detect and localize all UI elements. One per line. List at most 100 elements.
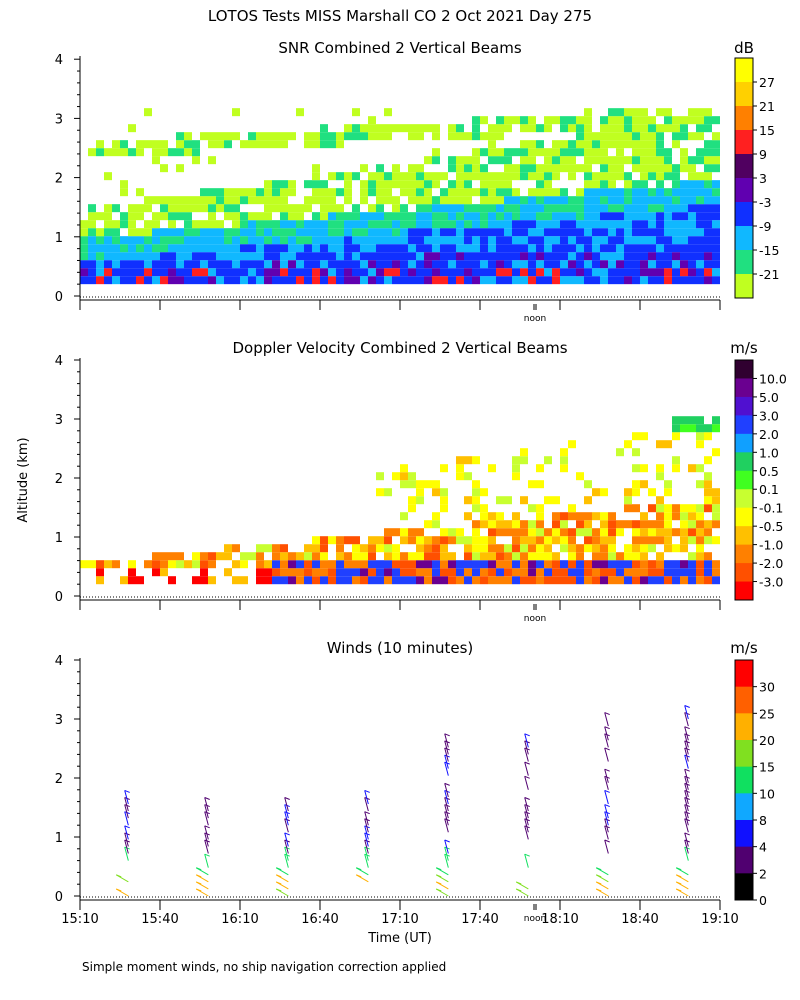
snr-cell [584,220,592,229]
snr-cell [648,140,656,149]
snr-cell [288,244,296,253]
wind-barb-flag [444,782,450,786]
snr-cell [208,188,216,197]
doppler-cell [688,520,696,529]
snr-cell [392,204,400,213]
snr-cell [472,204,480,213]
snr-cell [200,204,208,213]
snr-cell [608,156,616,165]
doppler-cell [520,560,528,569]
snr-cell [160,164,168,173]
wind-barb [204,797,209,812]
doppler-cell [312,576,320,585]
doppler-cell [576,552,584,561]
snr-cell [568,164,576,173]
wind-barb [124,832,129,847]
doppler-cell [488,528,496,537]
snr-cell [320,180,328,189]
doppler-cell [512,568,520,577]
snr-cell [696,220,704,229]
snr-cell [584,148,592,157]
wind-barb [284,811,289,826]
doppler-cell [656,496,664,505]
snr-cell [160,140,168,149]
snr-cell [264,140,272,149]
snr-cell [656,132,664,141]
snr-cell [632,188,640,197]
doppler-cell [704,496,712,505]
wind-barb [444,839,449,854]
doppler-cell [688,512,696,521]
doppler-cell [544,560,552,569]
snr-cell [512,276,520,285]
snr-cell [608,252,616,261]
snr-cell [304,204,312,213]
x-tick-label: 16:40 [301,912,338,927]
snr-cell [632,196,640,205]
snr-cell [320,124,328,133]
snr-cell [272,140,280,149]
doppler-cell [552,576,560,585]
snr-cell [704,228,712,237]
snr-cell [328,204,336,213]
snr-cell [88,148,96,157]
doppler-cell [440,528,448,537]
snr-cell [392,212,400,221]
snr-cell [600,204,608,213]
snr-cell [584,116,592,125]
wind-barb-flag [604,839,610,843]
snr-cell [352,236,360,245]
x-tick-label: 19:10 [701,912,738,927]
snr-cell [600,172,608,181]
snr-cell [600,116,608,125]
doppler-cell [672,512,680,521]
snr-cell [432,172,440,181]
doppler-cell [344,576,352,585]
snr-cell [656,204,664,213]
wind-barb-flag [196,888,202,892]
snr-cell [704,220,712,229]
snr-cell [376,164,384,173]
snr-cell [600,188,608,197]
colorbar-tick-label: 3.0 [759,408,779,423]
doppler-cell [712,520,720,529]
doppler-cell [352,536,360,545]
snr-cell [248,252,256,261]
snr-cell [160,212,168,221]
doppler-cell [352,552,360,561]
doppler-cell [624,440,632,449]
doppler-cell [576,568,584,577]
snr-cell [624,276,632,285]
snr-cell [464,196,472,205]
doppler-cell [304,544,312,553]
doppler-cell [344,568,352,577]
snr-cell [256,140,264,149]
snr-cell [352,244,360,253]
snr-cell [456,252,464,261]
doppler-cell [512,552,520,561]
y-tick-label: 4 [55,354,63,369]
wind-barb-flag [196,881,202,885]
snr-cell [664,220,672,229]
snr-cell [192,196,200,205]
snr-cell [216,196,224,205]
colorbar-tick-label: -3 [759,195,771,210]
snr-cell [688,260,696,269]
snr-cell [680,268,688,277]
snr-cell [624,188,632,197]
wind-barb [524,854,529,868]
snr-cell [328,188,336,197]
snr-cell [504,220,512,229]
wind-barb [284,818,289,833]
noon-label: noon [524,614,546,624]
snr-cell [464,188,472,197]
snr-cell [560,252,568,261]
snr-cell [584,188,592,197]
snr-cell [576,132,584,141]
doppler-cell [648,576,656,585]
wind-barb-flag [596,881,602,885]
snr-cell [664,156,672,165]
snr-cell [536,228,544,237]
wind-barb [444,790,449,805]
doppler-cell [360,544,368,553]
